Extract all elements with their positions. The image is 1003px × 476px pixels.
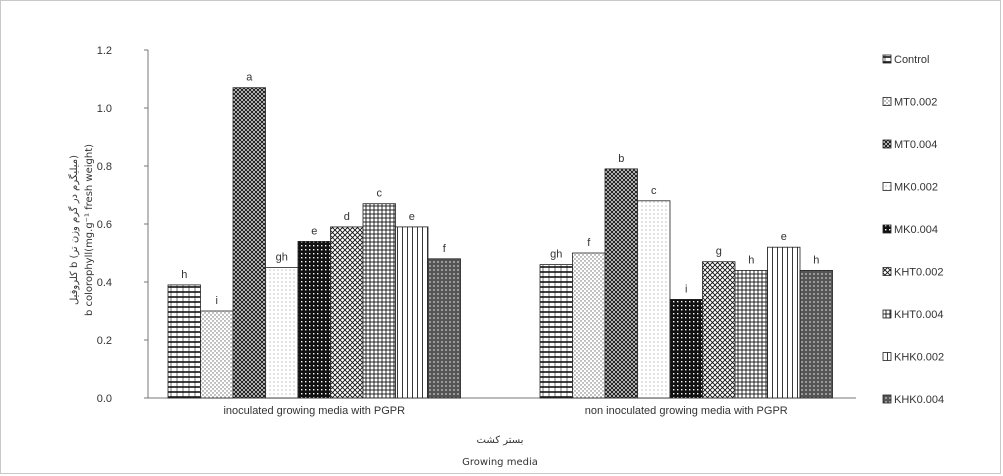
- bar: [572, 252, 606, 399]
- y-axis-title-persian: کلروفیل b (میلیگرم در گرم وزن تر): [68, 155, 80, 305]
- bar-significance-letter: h: [748, 254, 754, 266]
- legend-label: KHK0.004: [894, 394, 944, 406]
- bar: [799, 269, 833, 399]
- bar: [539, 264, 573, 399]
- x-category-label: inoculated growing media with PGPR: [223, 405, 405, 417]
- legend-label: MT0.002: [894, 97, 937, 109]
- bar-significance-letter: i: [685, 283, 687, 295]
- y-axis-title-english: b colorophyll(mg.g⁻¹ fresh weight): [84, 144, 95, 316]
- bar-significance-letter: f: [587, 237, 591, 249]
- bar-significance-letter: d: [344, 211, 350, 223]
- bar: [232, 87, 266, 399]
- legend-label: KHT0.002: [894, 267, 944, 279]
- bar-significance-letter: h: [813, 254, 819, 266]
- legend-swatch: [882, 224, 892, 234]
- bar: [167, 284, 201, 399]
- bar: [734, 269, 768, 399]
- bar: [767, 246, 801, 399]
- legend-label: MK0.002: [894, 182, 938, 194]
- legend-label: MT0.004: [894, 139, 937, 151]
- bar: [395, 226, 429, 399]
- bar: [604, 168, 638, 399]
- bar: [200, 310, 234, 399]
- bar: [427, 258, 461, 399]
- bar: [297, 240, 331, 399]
- bar-significance-letter: c: [377, 188, 383, 200]
- legend-label: KHK0.002: [894, 352, 944, 364]
- bars: [167, 87, 833, 399]
- axis-titles: بستر کشت Growing media کلروفیل b (میلیگرم …: [68, 144, 538, 468]
- bar-significance-letter: g: [716, 246, 722, 258]
- legend-label: Control: [894, 54, 929, 66]
- bar: [362, 203, 396, 399]
- legend-swatch: [882, 97, 892, 106]
- legend-swatch: [882, 139, 892, 149]
- legend-swatch: [882, 267, 892, 276]
- bar-significance-letter: a: [246, 72, 253, 84]
- x-axis-title-persian: بستر کشت: [477, 435, 524, 446]
- axes: 0.0 0.2 0.4 0.6 0.8 1.0 1.2 inoculated growing …: [97, 45, 856, 417]
- y-tick-label: 1.0: [97, 103, 112, 115]
- y-tick-label: 0.8: [97, 161, 112, 173]
- y-tick-label: 0.6: [97, 219, 112, 231]
- legend-swatch: [882, 309, 892, 319]
- y-tick-label: 0.2: [97, 335, 112, 347]
- bar: [637, 200, 671, 399]
- x-category-label: non inoculated growing media with PGPR: [585, 405, 788, 417]
- bar-significance-letter: c: [651, 185, 657, 197]
- bar-significance-letter: e: [311, 225, 317, 237]
- y-tick-label: 0.4: [97, 277, 112, 289]
- legend: Control MT0.002 MT0.004 MK0.002 MK0.004 KHT0.…: [882, 54, 944, 406]
- y-tick-label: 1.2: [97, 45, 112, 57]
- bar-significance-letter: e: [409, 211, 415, 223]
- bar-significance-letter: gh: [276, 252, 288, 264]
- bar: [265, 267, 299, 399]
- y-tick-label: 0.0: [97, 393, 112, 405]
- bar-significance-letter: e: [781, 231, 787, 243]
- bar-significance-letter: gh: [550, 249, 562, 261]
- bar: [330, 226, 364, 399]
- legend-label: MK0.004: [894, 224, 938, 236]
- legend-label: KHT0.004: [894, 309, 944, 321]
- bar: [669, 298, 703, 399]
- x-axis-title-english: Growing media: [462, 457, 538, 468]
- legend-swatch: [882, 352, 892, 361]
- bar-significance-letter: b: [618, 153, 624, 165]
- bar-significance-letter: h: [181, 269, 187, 281]
- legend-swatch: [882, 54, 892, 64]
- bar-significance-letter: i: [216, 295, 218, 307]
- legend-swatch: [882, 182, 892, 191]
- legend-swatch: [882, 394, 892, 404]
- bar: [702, 261, 736, 399]
- bar-significance-letter: f: [443, 243, 447, 255]
